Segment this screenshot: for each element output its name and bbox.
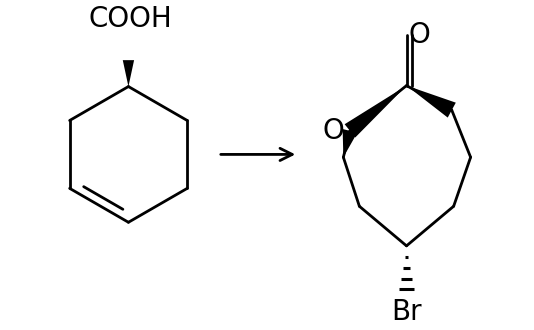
Text: COOH: COOH (89, 5, 172, 33)
Polygon shape (123, 60, 134, 86)
Polygon shape (343, 129, 357, 157)
Text: O: O (409, 21, 430, 49)
Polygon shape (406, 85, 456, 117)
Polygon shape (344, 85, 406, 138)
Text: Br: Br (391, 298, 422, 326)
Text: O: O (322, 117, 344, 145)
